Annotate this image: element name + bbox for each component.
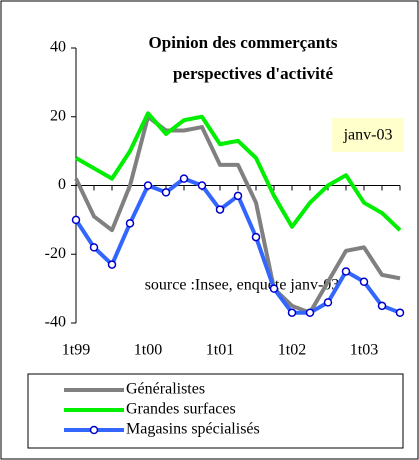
point [215, 205, 225, 214]
point [251, 232, 261, 242]
point [323, 298, 333, 307]
legend-label: Grandes surfaces [126, 401, 236, 418]
point [197, 181, 207, 190]
point [305, 308, 315, 317]
x-tick-label: 1t00 [134, 342, 162, 359]
point [341, 267, 351, 276]
y-tick-label: 20 [50, 107, 66, 124]
point [179, 174, 189, 183]
source-note: source :Insee, enquête janv-03 [145, 277, 340, 294]
chart-title: Opinion des commerçants [149, 33, 338, 52]
x-tick-label: 1t02 [278, 342, 306, 359]
annotation-box [332, 118, 404, 152]
point [359, 277, 369, 286]
y-tick-label: -20 [45, 245, 66, 262]
series-line [75, 111, 402, 232]
point [377, 301, 387, 311]
point [233, 191, 243, 201]
chart-subtitle: perspectives d'activité [173, 64, 333, 83]
series-line [74, 114, 401, 315]
legend-label: Généralistes [126, 381, 205, 398]
point [89, 243, 99, 252]
point [269, 284, 279, 293]
point [161, 188, 171, 197]
y-tick-label: 0 [58, 176, 66, 193]
x-tick-label: 1t99 [62, 342, 90, 359]
x-tick-label: 1t03 [350, 342, 378, 359]
annotation: janv-03 [343, 127, 393, 144]
legend-label: Magasins spécialisés [126, 421, 260, 438]
y-tick-label: -40 [45, 314, 66, 331]
x-tick-label: 1t01 [206, 342, 234, 359]
point [395, 308, 405, 317]
legend-marker [89, 425, 99, 435]
point [107, 260, 117, 269]
point [143, 181, 153, 190]
point [71, 215, 81, 225]
point [287, 308, 297, 317]
point [125, 219, 135, 228]
y-tick-label: 40 [50, 39, 66, 56]
